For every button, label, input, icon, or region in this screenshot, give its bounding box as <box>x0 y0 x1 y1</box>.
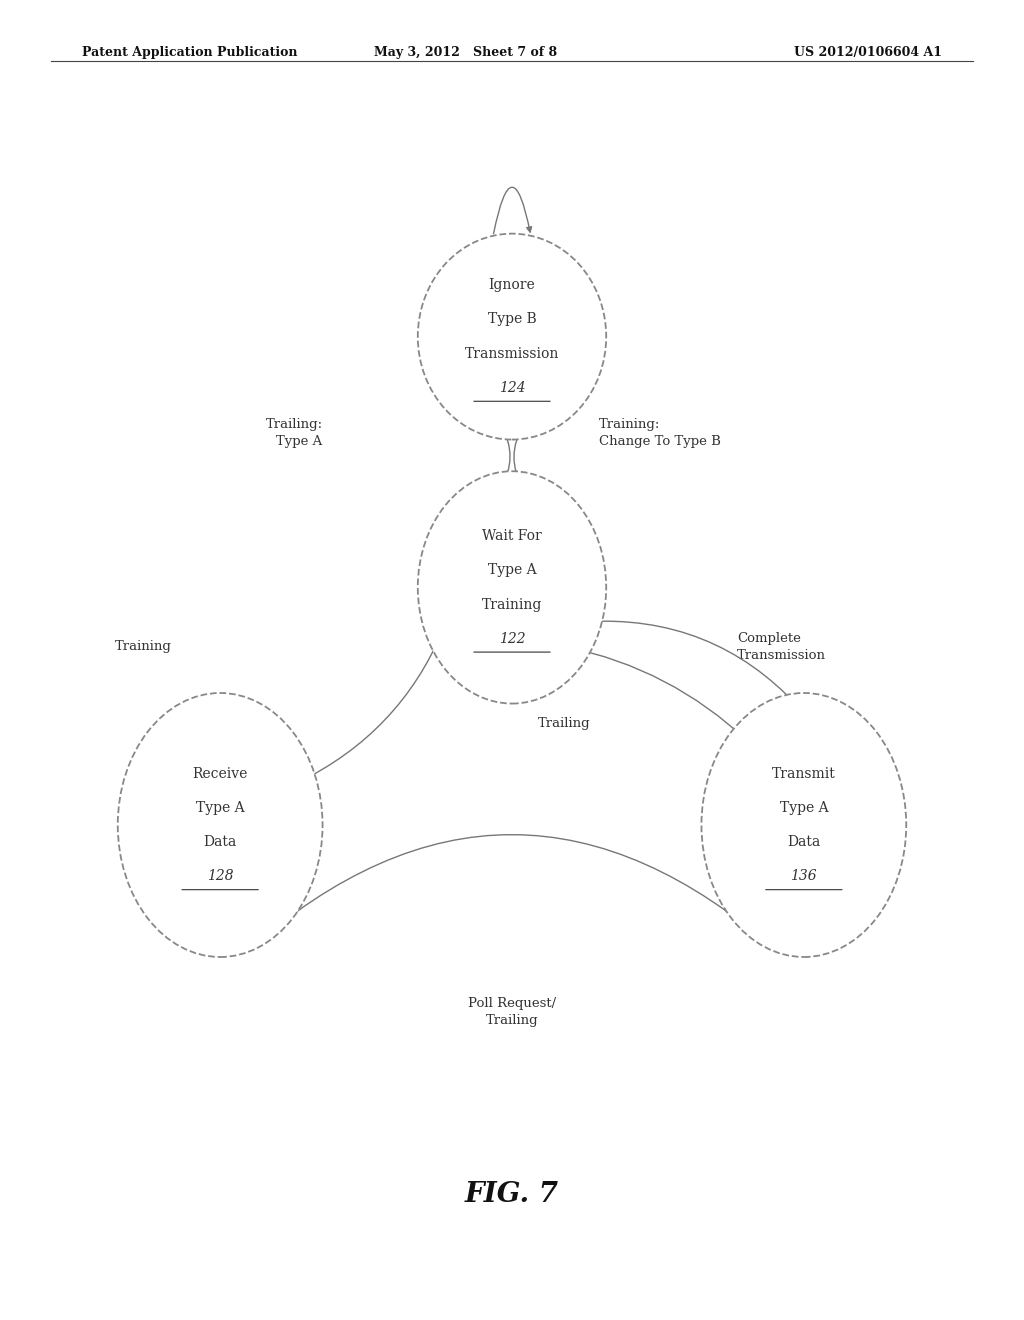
Text: Poll Request/
Trailing: Poll Request/ Trailing <box>468 998 556 1027</box>
Text: Receive: Receive <box>193 767 248 780</box>
Text: Type A: Type A <box>196 801 245 814</box>
Text: Training: Training <box>482 598 542 611</box>
FancyArrowPatch shape <box>501 426 510 488</box>
FancyArrowPatch shape <box>514 425 523 487</box>
Text: US 2012/0106604 A1: US 2012/0106604 A1 <box>794 46 942 59</box>
Text: Patent Application Publication: Patent Application Publication <box>82 46 297 59</box>
Text: 122: 122 <box>499 632 525 645</box>
Text: Type B: Type B <box>487 313 537 326</box>
Text: May 3, 2012   Sheet 7 of 8: May 3, 2012 Sheet 7 of 8 <box>375 46 557 59</box>
Text: Data: Data <box>787 836 820 849</box>
Text: 128: 128 <box>207 870 233 883</box>
Text: Type A: Type A <box>487 564 537 577</box>
Text: Wait For: Wait For <box>482 529 542 543</box>
FancyArrowPatch shape <box>247 834 778 953</box>
FancyArrowPatch shape <box>585 622 798 706</box>
Text: 124: 124 <box>499 381 525 395</box>
Text: Transmit: Transmit <box>772 767 836 780</box>
Ellipse shape <box>118 693 323 957</box>
Text: FIG. 7: FIG. 7 <box>465 1181 559 1208</box>
Text: Transmission: Transmission <box>465 347 559 360</box>
Text: Trailing: Trailing <box>538 717 590 730</box>
Text: Trailing:
Type A: Trailing: Type A <box>265 418 323 447</box>
Text: Training: Training <box>115 640 172 653</box>
Text: Training:
Change To Type B: Training: Change To Type B <box>599 418 721 447</box>
Text: Complete
Transmission: Complete Transmission <box>737 632 826 661</box>
Text: Ignore: Ignore <box>488 279 536 292</box>
Ellipse shape <box>418 471 606 704</box>
Text: Type A: Type A <box>779 801 828 814</box>
Text: 136: 136 <box>791 870 817 883</box>
FancyArrowPatch shape <box>567 645 748 741</box>
FancyArrowPatch shape <box>298 630 443 783</box>
Text: Data: Data <box>204 836 237 849</box>
Ellipse shape <box>701 693 906 957</box>
FancyArrowPatch shape <box>494 187 531 234</box>
Ellipse shape <box>418 234 606 440</box>
